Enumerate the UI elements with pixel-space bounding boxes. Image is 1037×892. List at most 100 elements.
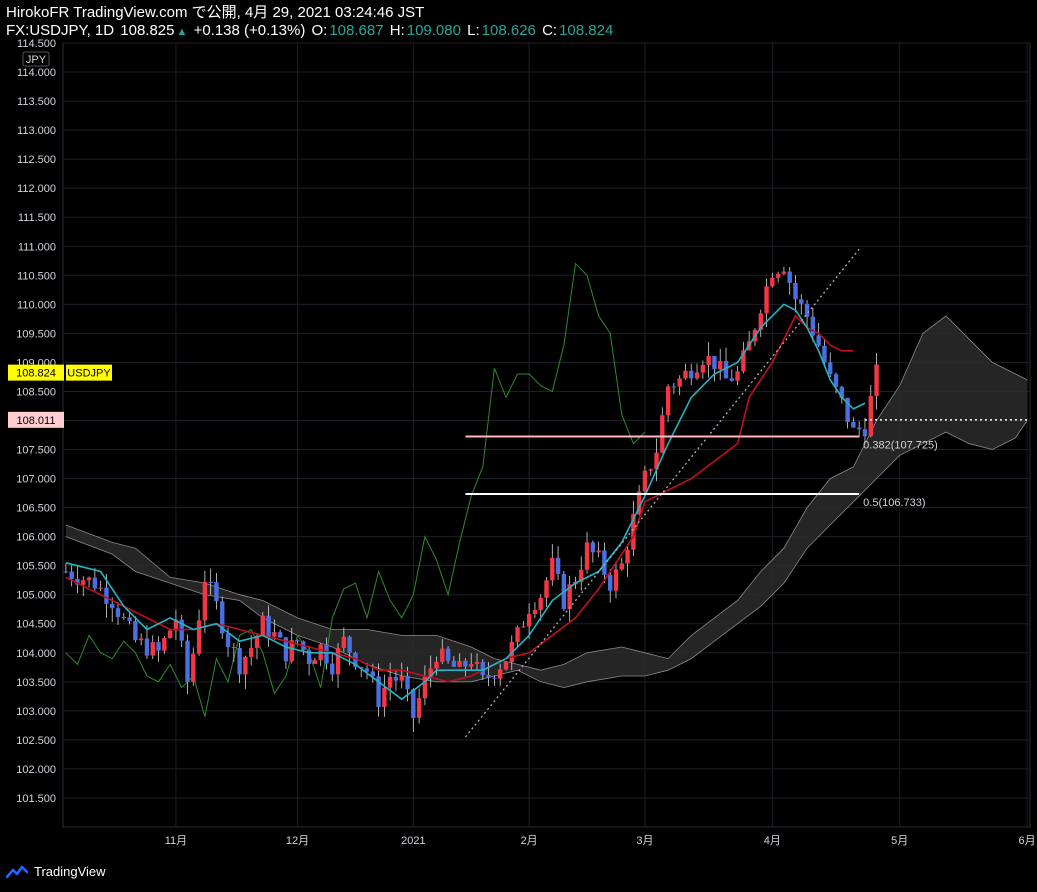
candle-body [741, 350, 746, 372]
candle-body [196, 620, 202, 654]
candle-body [804, 303, 810, 317]
y-tick-label: 107.000 [16, 474, 56, 486]
candle-body [642, 470, 648, 492]
currency-tag-label: JPY [26, 54, 47, 66]
kijun-sen [65, 314, 854, 683]
candle-body [810, 316, 816, 336]
candle-body [613, 569, 619, 591]
candle-body [393, 676, 399, 681]
candle-body [144, 638, 150, 656]
candle-body [243, 656, 248, 675]
candle-body [260, 615, 265, 636]
candle-body [162, 638, 167, 651]
candle-body [718, 361, 723, 370]
candle-body [445, 648, 451, 661]
candle-body [289, 640, 294, 662]
candle-body [86, 577, 92, 581]
candle-body [220, 601, 225, 634]
candle-body [793, 282, 798, 300]
candle-body [567, 584, 572, 609]
candle-body [75, 579, 80, 585]
currency-tag-box [22, 51, 50, 67]
candle-body [596, 550, 601, 553]
candle-body [451, 660, 457, 667]
candle-body [689, 370, 694, 379]
chart-header: HirokoFR TradingView.com で公開, 4月 29, 202… [6, 4, 615, 41]
candles [63, 266, 879, 732]
y-tick-label: 113.000 [17, 125, 56, 137]
candle-body [434, 661, 439, 669]
candle-body [364, 668, 370, 672]
current-price-badge: 108.824 USDJPY [8, 364, 112, 381]
candle-body [706, 356, 711, 365]
candle-body [324, 644, 329, 664]
candle-body [110, 603, 115, 609]
current-price-value: 108.824 [16, 368, 56, 380]
symbol-label[interactable]: FX:USDJPY, 1D [6, 22, 115, 39]
close-value: 108.824 [559, 22, 614, 39]
fib-level-label: 0.5(106.733) [863, 497, 925, 509]
candle-body [828, 362, 833, 375]
candle-body [272, 632, 277, 637]
candle-body [799, 299, 804, 304]
candle-body [770, 277, 775, 287]
candle-body [735, 371, 740, 381]
candle-body [370, 671, 375, 677]
candle-body [405, 675, 410, 690]
candle-body [428, 668, 433, 677]
y-tick-label: 102.500 [16, 735, 56, 747]
y-tick-label: 104.500 [16, 619, 56, 631]
x-tick-label: 2月 [521, 835, 538, 847]
candle-body [503, 662, 509, 670]
candle-body [225, 633, 231, 647]
candle-body [382, 687, 387, 707]
candle-body [677, 378, 682, 387]
candle-body [579, 569, 584, 582]
x-tick-label: 5月 [891, 835, 908, 847]
brand-name: TradingView [34, 864, 106, 879]
symbol-tag-box [66, 364, 112, 381]
candle-body [341, 636, 347, 648]
x-tick-label: 12月 [286, 835, 309, 847]
candle-body [411, 689, 416, 718]
candle-body [359, 667, 364, 669]
x-tick-label: 4月 [764, 835, 781, 847]
x-tick-label: 3月 [636, 835, 653, 847]
close-label: C: [542, 22, 558, 39]
x-tick-label: 2021 [401, 835, 425, 847]
candle-body [764, 286, 769, 314]
candle-body [202, 581, 208, 621]
candle-body [173, 619, 179, 631]
candle-body [602, 550, 607, 575]
open-value: 108.687 [329, 22, 384, 39]
candle-body [138, 638, 144, 641]
y-tick-label: 113.500 [17, 96, 56, 108]
candle-body [156, 642, 161, 651]
candle-body [619, 563, 624, 570]
candle-body [775, 273, 781, 278]
y-tick-label: 114.500 [17, 38, 56, 50]
candle-body [98, 587, 103, 589]
candle-body [700, 364, 706, 373]
ohlc-row: FX:USDJPY, 1D 108.825 ▲ +0.138 (+0.13%) O… [6, 22, 615, 41]
y-tick-label: 112.500 [17, 154, 56, 166]
candle-body [115, 608, 121, 617]
candle-body [104, 587, 109, 604]
candle-body [480, 661, 486, 676]
level-price-box [8, 411, 64, 428]
candle-body [822, 345, 827, 363]
candle-body [69, 571, 74, 580]
y-tick-label: 114.000 [17, 67, 56, 79]
candle-body [816, 335, 821, 346]
up-arrow-icon: ▲ [176, 26, 188, 38]
candle-body [208, 581, 213, 583]
candle-body [457, 660, 462, 667]
y-tick-label: 112.000 [17, 183, 56, 195]
candle-body [81, 580, 86, 585]
candle-body [839, 386, 845, 398]
candle-body [544, 580, 549, 598]
price-change: +0.138 (+0.13%) [193, 22, 306, 39]
candle-body [416, 698, 422, 718]
candle-body [683, 370, 688, 379]
